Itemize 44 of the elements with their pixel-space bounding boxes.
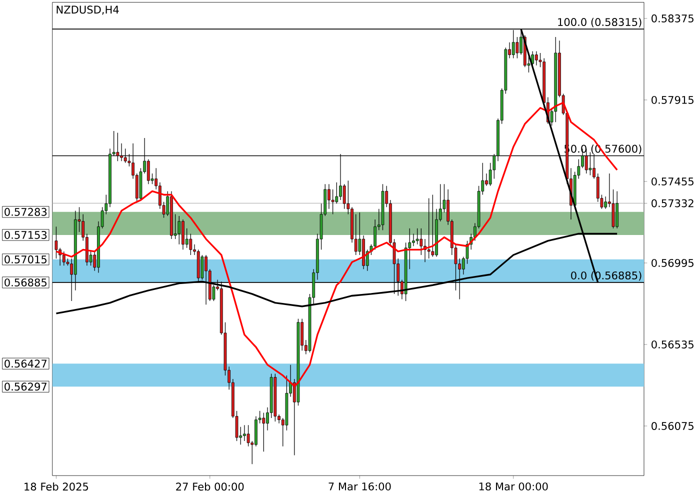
candlestick — [189, 233, 192, 256]
y-tick-label: 0.56535 — [652, 340, 694, 348]
ref-line-label: 100.0 (0.58315) — [558, 18, 642, 28]
candlestick — [146, 158, 150, 184]
y-tick-label: 0.58375 — [652, 14, 694, 22]
candlestick — [416, 228, 419, 245]
text: 0.56297 — [4, 382, 47, 391]
x-tick-label: 27 Feb 00:00 — [176, 482, 244, 491]
candlestick — [616, 190, 619, 229]
candlestick — [412, 233, 415, 246]
chart-title: NZDUSD,H4 — [56, 6, 119, 15]
text: 0.57153 — [4, 230, 47, 239]
candlestick — [182, 219, 184, 250]
x-tick-label: 7 Mar 16:00 — [328, 482, 391, 490]
candlestick — [604, 196, 608, 210]
x-tick-label: 18 Feb 2025 — [24, 482, 88, 491]
candlestick — [204, 254, 208, 305]
text: 0.56427 — [4, 360, 47, 368]
candlestick — [516, 36, 519, 59]
y-tick-label: 0.57455 — [652, 177, 694, 186]
y-tick-label: 0.57915 — [652, 96, 694, 104]
candlestick — [335, 182, 338, 204]
candlestick — [374, 219, 377, 250]
y-tick-label: 0.57332 — [652, 199, 694, 208]
candlestick — [200, 254, 204, 280]
candlestick — [243, 424, 246, 442]
candlestick — [178, 216, 181, 245]
candlestick — [534, 50, 538, 66]
text: 0.56885 — [4, 278, 46, 286]
candlestick — [262, 412, 266, 452]
candlestick — [612, 189, 615, 229]
candlestick — [420, 228, 423, 256]
text: 0.57015 — [4, 255, 46, 264]
candlestick — [246, 424, 250, 447]
x-tick-label: 18 Mar 00:00 — [479, 482, 548, 490]
candlestick — [427, 198, 430, 259]
candlestick — [331, 189, 334, 214]
candlestick — [531, 50, 534, 66]
candlestick — [431, 194, 434, 257]
text: 0.57283 — [4, 208, 47, 216]
candlestick — [342, 184, 346, 210]
candlestick — [62, 251, 66, 266]
y-tick-label: 0.56995 — [652, 258, 694, 267]
y-tick-label: 0.56075 — [652, 422, 694, 430]
